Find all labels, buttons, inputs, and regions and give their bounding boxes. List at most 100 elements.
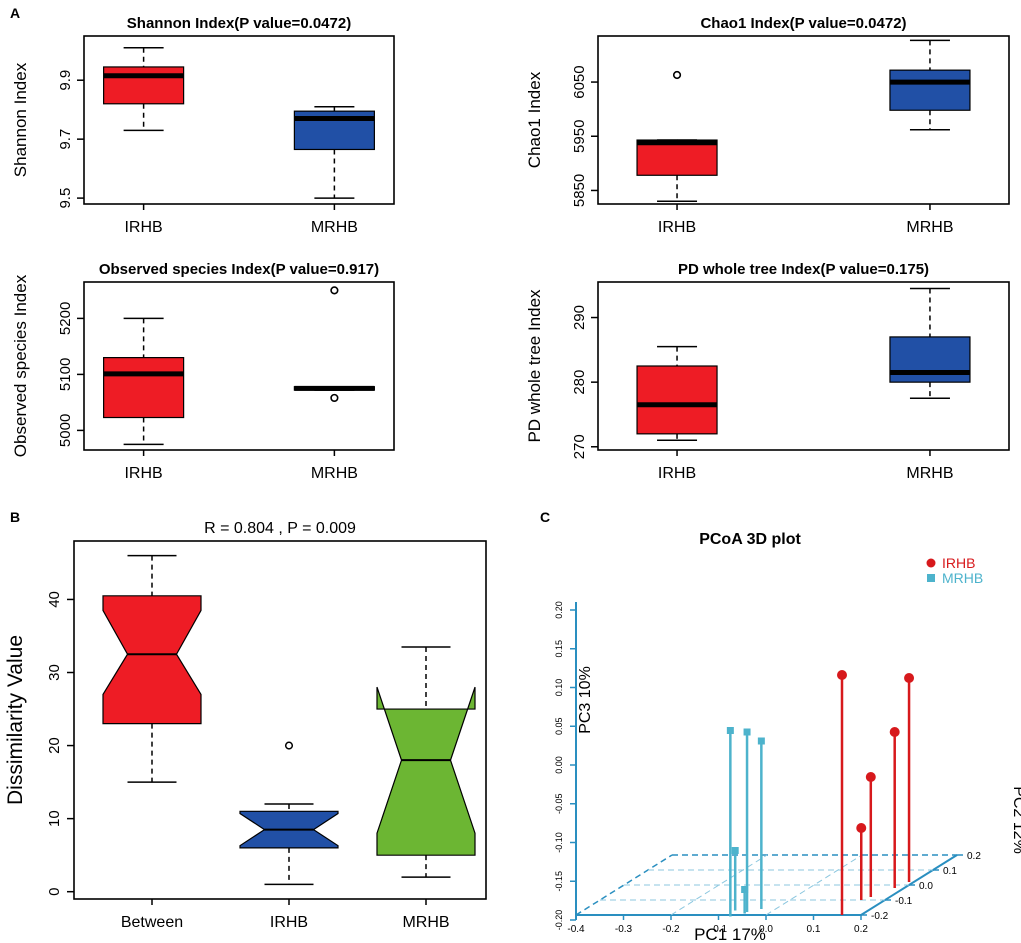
x-tick-label: MRHB [906, 465, 953, 482]
x-axis-label: PC1 17% [694, 925, 766, 943]
alpha-box-chart-4: PD whole tree Index(P value=0.175) 270 280… [525, 261, 1010, 482]
notched-box-between: Between [102, 554, 202, 931]
box-body [889, 69, 971, 111]
y-axis-label: PD whole tree Index [525, 289, 544, 443]
z-tick-label: 0.20 [554, 601, 564, 619]
y-tick-label: 40 [46, 591, 63, 608]
y-tick-label: 0.0 [919, 881, 933, 892]
x-tick-label: -0.2 [662, 924, 680, 935]
x-tick-label: MRHB [906, 219, 953, 236]
data-point [757, 737, 765, 745]
z-tick-label: 0.05 [554, 717, 564, 735]
box-body [376, 686, 476, 856]
box-mrhb: MRHB [889, 39, 971, 236]
box-body [103, 66, 185, 105]
series-mrhb [726, 727, 765, 917]
x-tick-label: MRHB [402, 914, 449, 931]
panel-label-A: A [10, 5, 20, 21]
y-tick-label: 6050 [571, 65, 588, 98]
panel-label-B: B [10, 509, 20, 525]
plot-frame [597, 35, 1010, 205]
outlier-point [284, 741, 294, 750]
y-axis-label: Dissimilarity Value [4, 635, 27, 805]
z-tick-label: -0.15 [554, 871, 564, 892]
data-point [731, 847, 739, 854]
z-tick-label: 0.00 [554, 756, 564, 774]
data-point [856, 823, 867, 833]
box-mrhb: MRHB [293, 105, 375, 236]
x-tick-label: Between [121, 914, 183, 931]
pcoa-3d-chart: PCoA 3D plot -0.20 -0.15 -0.10 -0.05 0.00 0.05… [554, 531, 1021, 943]
box-body [636, 365, 718, 435]
y-axis-label: Chao1 Index [525, 71, 544, 168]
z-tick-label: -0.20 [554, 910, 564, 931]
x-tick-label: IRHB [270, 914, 308, 931]
y-tick-label: 10 [46, 810, 63, 827]
x-tick-label: MRHB [311, 219, 358, 236]
y-tick-label: 0 [46, 888, 63, 896]
y-tick-label: 5100 [57, 358, 74, 391]
chart-title: R = 0.804 , P = 0.009 [204, 520, 356, 537]
y-axis-label: Observed species Index [11, 274, 30, 457]
box-mrhb: MRHB [293, 286, 375, 482]
y-tick-label: 280 [571, 370, 588, 395]
legend-label: IRHB [942, 555, 975, 571]
x-tick-label: MRHB [311, 465, 358, 482]
y-tick-label: 9.5 [57, 188, 74, 209]
alpha-box-chart-2: Chao1 Index(P value=0.0472) 5850 5950 6050 C… [525, 15, 1010, 236]
y-tick-label: 9.9 [57, 70, 74, 91]
z-axis-label: PC3 10% [577, 666, 594, 734]
y-tick-label: 0.2 [967, 851, 981, 862]
floor-left-edge [575, 854, 673, 916]
y-tick-label: -0.1 [895, 896, 913, 907]
series-irhb [837, 670, 915, 915]
dissimilarity-chart: R = 0.804 , P = 0.009 0 10 20 30 40 Dissimilar… [4, 520, 487, 931]
x-tick-label: -0.3 [615, 924, 633, 935]
box-body [102, 595, 202, 725]
floor-grid-line [670, 854, 768, 916]
x-tick-label: IRHB [658, 465, 696, 482]
data-point [741, 886, 749, 893]
legend-label: MRHB [942, 570, 983, 586]
y-tick-label: 270 [571, 434, 588, 459]
data-point [904, 673, 915, 683]
notched-box-irhb: IRHB [239, 741, 339, 931]
notched-box-mrhb: MRHB [376, 646, 476, 931]
alpha-box-chart-3: Observed species Index(P value=0.917) 500… [11, 261, 395, 482]
chart-title: PD whole tree Index(P value=0.175) [678, 261, 929, 278]
x-tick-label: 0.0 [759, 924, 773, 935]
legend-marker [927, 574, 935, 582]
y-tick-label: -0.2 [871, 911, 889, 922]
x-tick-label: IRHB [124, 219, 162, 236]
data-point [889, 727, 900, 737]
y-tick-label: 9.7 [57, 129, 74, 150]
floor-grid-line [765, 854, 863, 916]
data-point [837, 670, 847, 680]
panel-label-C: C [540, 509, 550, 525]
chart-title: Shannon Index(P value=0.0472) [127, 15, 351, 32]
y-tick-label: 20 [46, 737, 63, 754]
box-body [103, 357, 185, 419]
alpha-box-chart-1: Shannon Index(P value=0.0472) 9.5 9.7 9.9 Sh… [11, 15, 395, 236]
legend-marker [926, 558, 936, 568]
y-tick-label: 5200 [57, 302, 74, 335]
z-tick-label: 0.10 [554, 679, 564, 697]
z-tick-label: -0.10 [554, 832, 564, 853]
box-irhb: IRHB [636, 345, 718, 482]
plot-frame [83, 281, 395, 451]
y-tick-label: 30 [46, 664, 63, 681]
y-axis-label: Shannon Index [11, 62, 30, 177]
box-body [636, 139, 718, 176]
box-irhb: IRHB [103, 317, 185, 482]
data-point [865, 772, 876, 782]
y-axis-label: PC2 12% [1010, 786, 1021, 854]
box-irhb: IRHB [103, 47, 185, 236]
x-tick-label: IRHB [658, 219, 696, 236]
chart-title: Observed species Index(P value=0.917) [99, 261, 379, 278]
chart-title: Chao1 Index(P value=0.0472) [700, 15, 906, 32]
x-tick-label: IRHB [124, 465, 162, 482]
z-tick-label: -0.05 [554, 793, 564, 814]
outlier-point [330, 393, 339, 403]
